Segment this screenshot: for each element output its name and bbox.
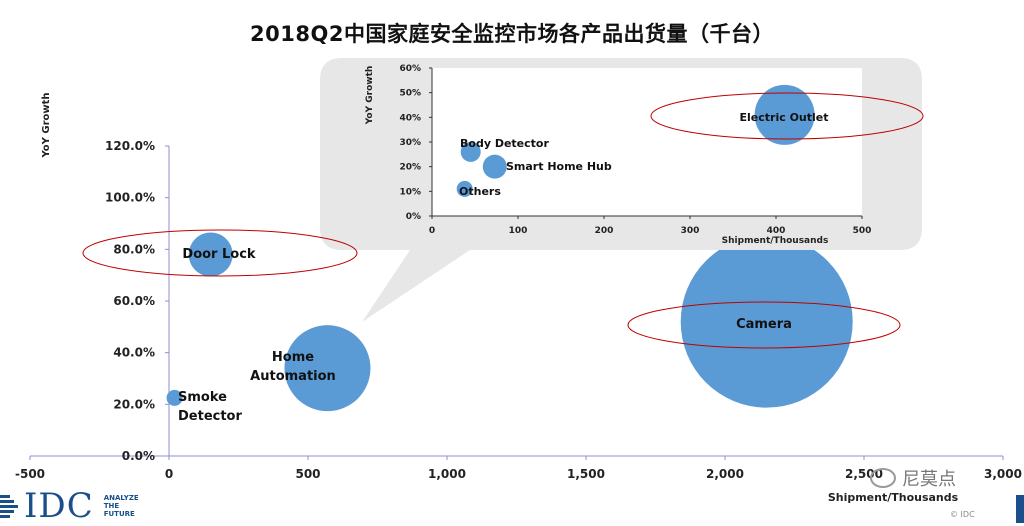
x-axis-title: Shipment/Thousands: [828, 491, 959, 504]
x-tick-label: 1,000: [428, 467, 466, 481]
inset-y-tick-label: 0%: [406, 212, 421, 222]
inset-x-tick-label: 0: [429, 226, 435, 236]
inset-bubble-smart-home-hub: [482, 154, 507, 179]
inset-y-tick-label: 10%: [399, 187, 421, 197]
inset-bubble-label: Smart Home Hub: [506, 160, 612, 173]
bubble-label: Home Automation: [250, 350, 336, 384]
wechat-icon: [870, 468, 896, 488]
x-tick-label: 500: [295, 467, 320, 481]
bubble-camera: [680, 235, 853, 408]
x-tick-label: 2,000: [706, 467, 744, 481]
inset-x-tick-label: 300: [681, 226, 700, 236]
corner-tab: [1016, 495, 1024, 523]
highlight-ellipse: [82, 229, 358, 277]
watermark-text: 尼莫点: [902, 469, 956, 490]
logo-brand: IDC: [24, 486, 94, 526]
inset-bubble-body-detector: [460, 141, 481, 162]
inset-y-axis-title: YoY Growth: [365, 66, 375, 126]
inset-x-tick-label: 500: [853, 226, 872, 236]
bubble-door-lock: [188, 232, 233, 277]
inset-axes: 0% 10% 20% 30% 40% 50% 60% 0 100 200 300 400 500 YoY …: [365, 64, 871, 246]
inset-x-tick-label: 100: [509, 226, 528, 236]
chart-title: 2018Q2中国家庭安全监控市场各产品出货量（千台）: [250, 22, 774, 46]
inset-bubble-label: Others: [459, 185, 501, 198]
bubble-home-automation: [284, 325, 371, 412]
bubble-label: Smoke Detector: [178, 390, 242, 424]
y-axis-title: YoY Growth: [41, 92, 52, 158]
y-tick-label: 60.0%: [113, 294, 155, 308]
inset-highlight-ellipse: [650, 92, 924, 140]
idc-logo: IDC ANALYZE THE FUTURE: [0, 486, 139, 526]
inset-y-tick-label: 60%: [399, 64, 421, 74]
y-tick-label: 20.0%: [113, 397, 155, 411]
inset-y-tick-label: 20%: [399, 163, 421, 173]
x-tick-label: 3,000: [984, 467, 1022, 481]
inset-x-axis-title: Shipment/Thousands: [722, 236, 829, 246]
x-tick-label: 0: [165, 467, 173, 481]
logo-tagline: ANALYZE THE FUTURE: [103, 494, 139, 518]
bubble-label: Camera: [736, 317, 792, 332]
y-tick-label: 100.0%: [105, 191, 155, 205]
inset-bubble-label: Electric Outlet: [740, 111, 829, 124]
y-tick-label: 0.0%: [122, 449, 155, 463]
copyright: © IDC: [950, 510, 975, 519]
inset-bubble-electric-outlet: [754, 84, 815, 145]
inset-bubbles: Body Detector Smart Home Hub Others Electri…: [456, 84, 924, 198]
x-tick-label: 1,500: [567, 467, 605, 481]
inset-bubble-others: [456, 180, 473, 197]
x-tick-label: -500: [15, 467, 45, 481]
main-labels: Smoke Detector Door Lock Home Automation Came…: [82, 229, 901, 424]
inset-y-tick-label: 40%: [399, 113, 421, 123]
y-tick-label: 120.0%: [105, 139, 155, 153]
inset-callout: 0% 10% 20% 30% 40% 50% 60% 0 100 200 300 400 500 YoY …: [320, 58, 924, 322]
y-tick-label: 40.0%: [113, 346, 155, 360]
highlight-ellipse: [627, 301, 901, 349]
main-bubbles: [166, 232, 853, 412]
inset-y-tick-label: 30%: [399, 138, 421, 148]
bubble-label: Door Lock: [182, 247, 256, 262]
bubble-smoke-detector: [166, 389, 183, 406]
inset-y-tick-label: 50%: [399, 89, 421, 99]
y-tick-label: 80.0%: [113, 242, 155, 256]
inset-x-tick-label: 400: [767, 226, 786, 236]
inset-bubble-label: Body Detector: [460, 137, 549, 150]
watermark: 尼莫点: [870, 465, 956, 491]
inset-x-tick-label: 200: [595, 226, 614, 236]
logo-bars-icon: [0, 494, 18, 518]
